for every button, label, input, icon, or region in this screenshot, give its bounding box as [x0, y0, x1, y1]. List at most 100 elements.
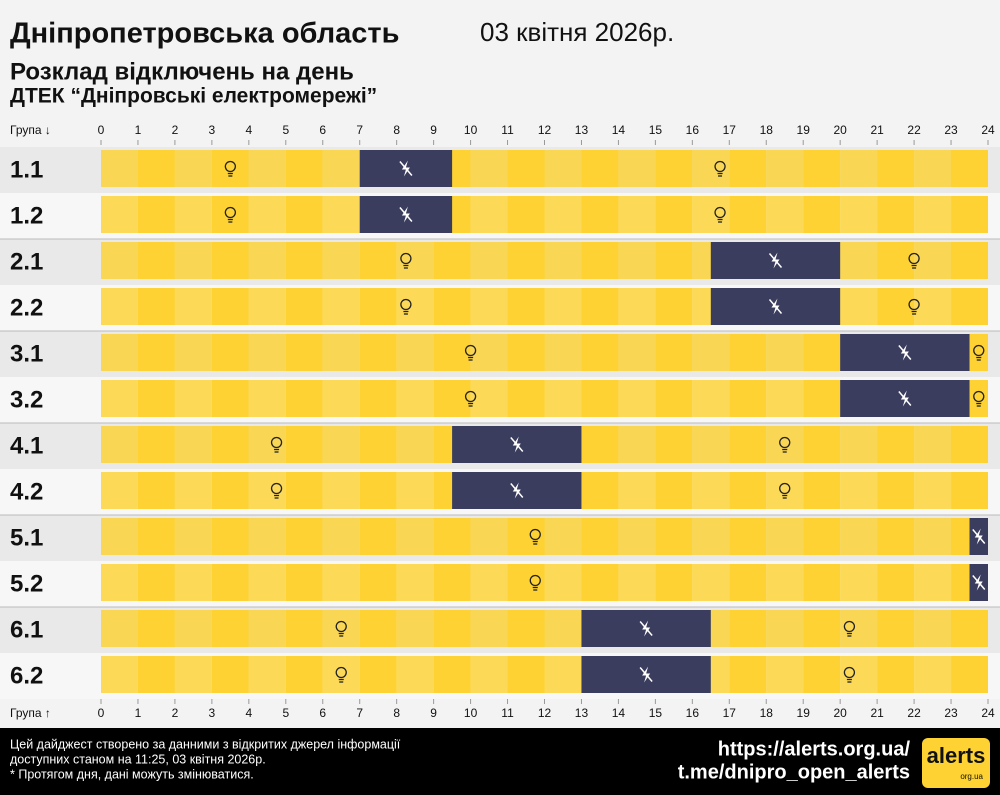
axis-label: Група ↓: [10, 123, 51, 137]
on-icon: [335, 620, 347, 637]
row-label: 6.1: [10, 616, 43, 643]
channel-link[interactable]: t.me/dnipro_open_alerts: [678, 761, 910, 783]
x-tick-label: 15: [649, 706, 663, 720]
hour-stripe: [433, 334, 471, 371]
x-tick-label: 12: [538, 706, 552, 720]
chart-subtitle: Розклад відключень на день: [10, 58, 354, 85]
hour-stripe: [914, 472, 952, 509]
hour-stripe: [322, 564, 360, 601]
icon-part: [898, 345, 912, 360]
site-link[interactable]: https://alerts.org.ua/: [718, 738, 911, 760]
hour-stripe: [248, 518, 286, 555]
hour-stripe: [174, 610, 212, 647]
hour-stripe: [174, 426, 212, 463]
hour-stripe: [840, 610, 878, 647]
hour-stripe: [692, 196, 730, 233]
off-icon: [898, 390, 912, 407]
x-tick-label: 24: [981, 123, 995, 137]
hour-stripe: [507, 150, 545, 187]
hour-stripe: [322, 242, 360, 279]
hour-stripe: [766, 380, 804, 417]
hour-stripe: [766, 564, 804, 601]
hour-stripe: [248, 426, 286, 463]
off-icon: [768, 298, 783, 315]
hour-stripe: [729, 426, 767, 463]
x-tick-label: 4: [245, 123, 252, 137]
hour-stripe: [211, 242, 249, 279]
hour-stripe: [840, 242, 878, 279]
hour-stripe: [137, 150, 175, 187]
x-tick-label: 0: [98, 706, 105, 720]
hour-stripe: [433, 564, 471, 601]
hour-stripe: [581, 196, 619, 233]
hour-stripe: [951, 242, 988, 279]
x-tick-label: 20: [833, 123, 847, 137]
x-tick-label: 19: [797, 706, 811, 720]
hour-stripe: [951, 196, 988, 233]
hour-stripe: [803, 150, 841, 187]
x-tick-label: 15: [649, 123, 663, 137]
row-label: 1.1: [10, 156, 43, 183]
hour-stripe: [322, 288, 360, 325]
hour-stripe: [766, 610, 804, 647]
hour-stripe: [803, 472, 841, 509]
hour-stripe: [544, 242, 582, 279]
hour-stripe: [544, 150, 582, 187]
hour-stripe: [766, 426, 804, 463]
hour-stripe: [433, 380, 471, 417]
hour-stripe: [470, 334, 508, 371]
hour-stripe: [396, 518, 434, 555]
hour-stripe: [544, 610, 582, 647]
hour-stripe: [322, 150, 360, 187]
hour-stripe: [914, 518, 952, 555]
hour-stripe: [766, 518, 804, 555]
hour-stripe: [396, 334, 434, 371]
off-icon: [768, 252, 783, 269]
hour-stripe: [285, 472, 323, 509]
hour-stripe: [877, 288, 915, 325]
x-tick-label: 17: [723, 123, 737, 137]
hour-stripe: [507, 656, 545, 693]
hour-stripe: [285, 150, 323, 187]
x-tick-label: 9: [430, 706, 437, 720]
hour-stripe: [248, 472, 286, 509]
off-icon: [510, 436, 524, 453]
x-tick-label: 7: [356, 123, 363, 137]
hour-stripe: [655, 150, 693, 187]
hour-stripe: [729, 610, 767, 647]
x-tick-label: 5: [282, 706, 289, 720]
on-icon: [270, 436, 283, 453]
hour-stripe: [322, 380, 360, 417]
hour-stripe: [655, 242, 693, 279]
x-tick-label: 10: [464, 123, 478, 137]
provider: ДТЕК “Дніпровські електромережі”: [10, 85, 377, 108]
hour-stripe: [174, 334, 212, 371]
hour-stripe: [359, 426, 397, 463]
hour-stripe: [174, 518, 212, 555]
logo: alerts: [927, 743, 986, 768]
footer-note: доступних станом на 11:25, 03 квітня 202…: [10, 752, 266, 766]
hour-stripe: [655, 564, 693, 601]
hour-stripe: [322, 610, 360, 647]
hour-stripe: [692, 150, 730, 187]
row-label: 2.2: [10, 294, 43, 321]
hour-stripe: [211, 196, 249, 233]
hour-stripe: [618, 334, 656, 371]
x-tick-label: 21: [870, 706, 884, 720]
hour-stripe: [285, 242, 323, 279]
hour-stripe: [655, 196, 693, 233]
hour-stripe: [766, 656, 804, 693]
icon-part: [335, 666, 347, 679]
chart-date: 03 квітня 2026р.: [480, 17, 674, 47]
hour-stripe: [359, 610, 397, 647]
hour-stripe: [137, 242, 175, 279]
x-tick-label: 13: [575, 706, 589, 720]
icon-part: [714, 160, 726, 173]
hour-stripe: [507, 242, 545, 279]
hour-stripe: [581, 150, 619, 187]
hour-stripe: [729, 150, 767, 187]
icon-part: [908, 252, 920, 265]
x-tick-label: 8: [393, 123, 400, 137]
x-tick-label: 3: [209, 706, 216, 720]
hour-stripe: [211, 656, 249, 693]
